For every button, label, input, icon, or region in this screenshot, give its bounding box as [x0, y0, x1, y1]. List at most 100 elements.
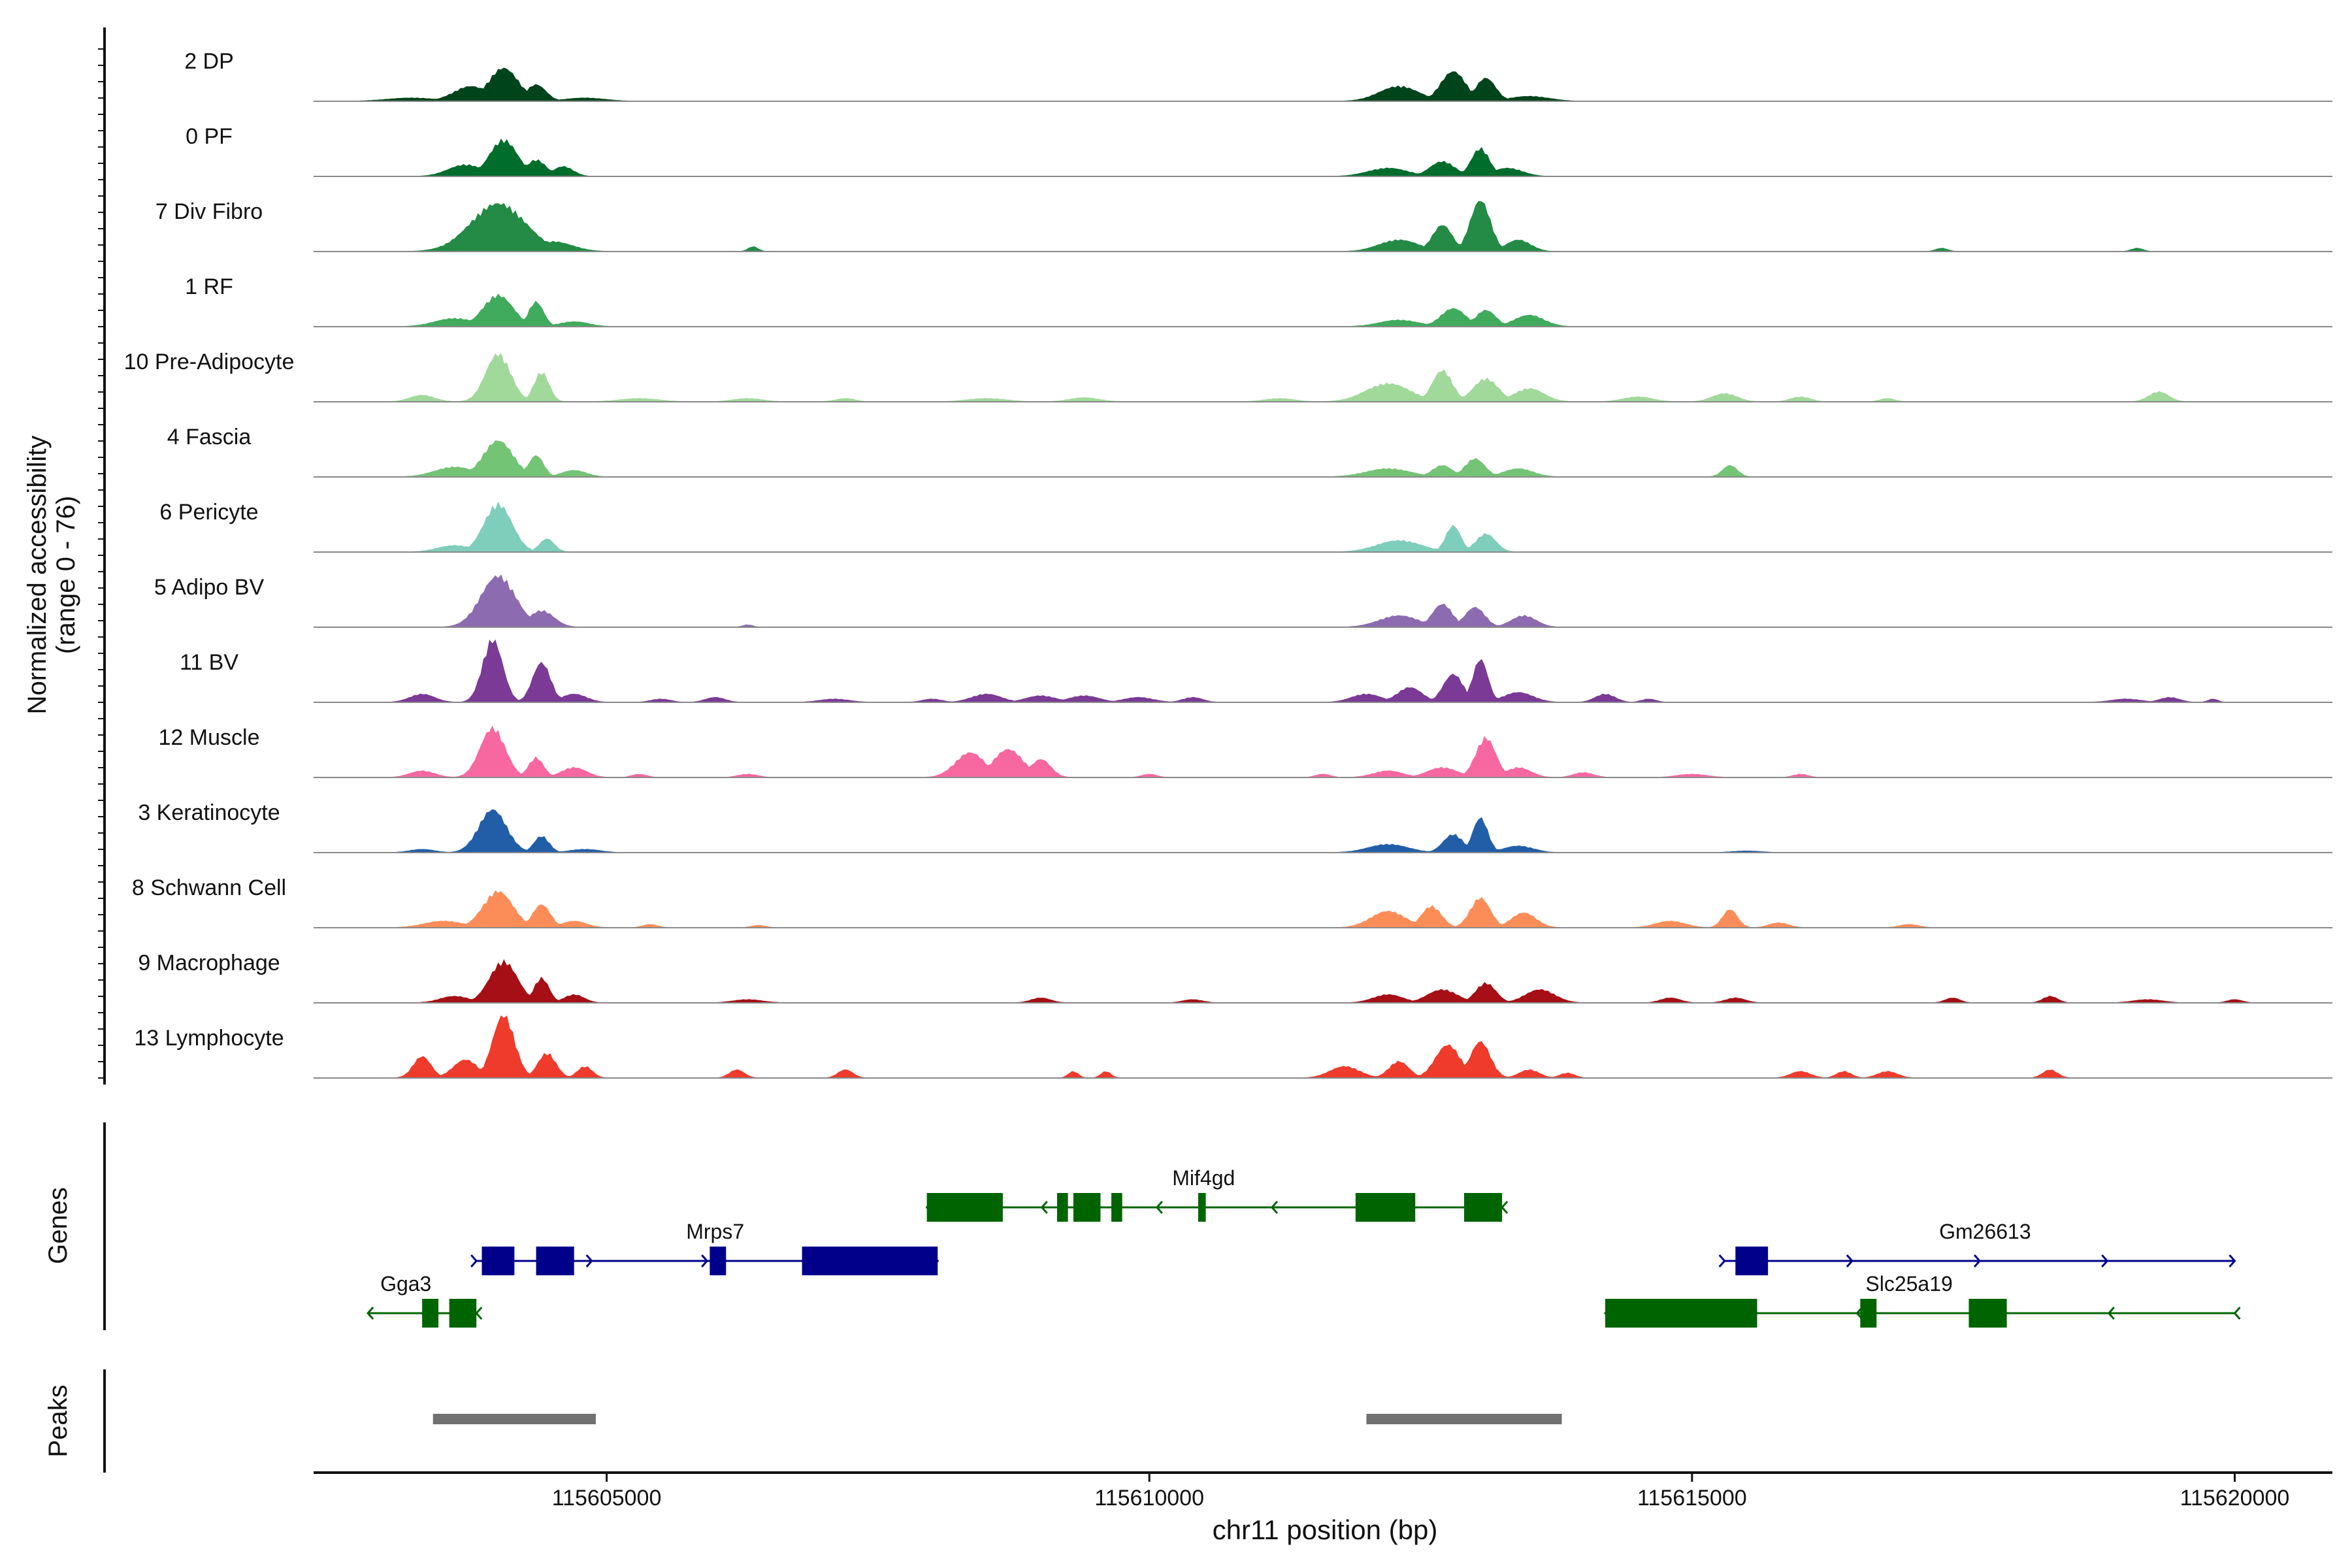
- track-1-rf: 1 RF: [185, 274, 2332, 327]
- y-axis: [98, 27, 106, 1085]
- track-label: 8 Schwann Cell: [132, 875, 286, 900]
- gene-exon: [1073, 1193, 1101, 1222]
- gene-exon: [422, 1299, 439, 1328]
- track-label: 6 Pericyte: [159, 500, 258, 525]
- track-7-div-fibro: 7 Div Fibro: [155, 199, 2332, 252]
- track-9-macrophage: 9 Macrophage: [138, 951, 2332, 1004]
- x-tick-label: 115610000: [1094, 1486, 1204, 1511]
- strand-arrow: [367, 1307, 374, 1320]
- x-tick-label: 115615000: [1637, 1486, 1747, 1511]
- gene-exon: [1968, 1299, 2007, 1328]
- track-label: 0 PF: [186, 124, 233, 149]
- track-3-keratinocyte: 3 Keratinocyte: [138, 800, 2332, 853]
- coverage-area: [314, 352, 2332, 402]
- strand-arrow: [475, 1307, 483, 1320]
- coverage-area: [314, 293, 2332, 327]
- track-13-lymphocyte: 13 Lymphocyte: [134, 1015, 2332, 1079]
- strand-arrow: [2233, 1307, 2241, 1320]
- track-8-schwann-cell: 8 Schwann Cell: [132, 875, 2332, 928]
- track-label: 1 RF: [185, 274, 233, 299]
- coverage-area: [314, 725, 2332, 778]
- gene-exon: [449, 1299, 477, 1328]
- track-label: 11 BV: [180, 650, 238, 675]
- gene-exon: [1463, 1193, 1503, 1222]
- track-label: 12 Muscle: [159, 725, 260, 750]
- gene-exon: [710, 1247, 727, 1275]
- strand-arrow: [701, 1254, 709, 1267]
- coverage-area: [314, 138, 2332, 177]
- gene-slc25a19: Slc25a19: [1603, 1272, 2241, 1328]
- x-axis-ticks: 115605000 115610000 115615000 115620000: [552, 1473, 2290, 1511]
- track-label: 9 Macrophage: [138, 951, 280, 975]
- coverage-area: [314, 959, 2332, 1004]
- gene-gm26613: Gm26613: [1718, 1220, 2236, 1275]
- gene-exon: [1056, 1193, 1068, 1222]
- coverage-area: [314, 574, 2332, 628]
- gene-exon: [802, 1247, 938, 1275]
- track-label: 13 Lymphocyte: [134, 1026, 284, 1051]
- gene-exon: [926, 1193, 1003, 1222]
- strand-arrow: [1718, 1254, 1726, 1267]
- y-axis-label: Normalized accessibility: [23, 436, 52, 715]
- track-2-dp: 2 DP: [184, 49, 2332, 102]
- strand-arrow: [1155, 1201, 1163, 1214]
- gene-label: Gga3: [380, 1272, 431, 1296]
- gene-exon: [1111, 1193, 1122, 1222]
- coverage-area: [314, 201, 2332, 252]
- gene-exon: [1355, 1193, 1416, 1222]
- track-label: 5 Adipo BV: [154, 575, 265, 600]
- x-tick-label: 115605000: [552, 1486, 662, 1511]
- coverage-area: [314, 440, 2332, 478]
- peaks-panel: [433, 1414, 1562, 1424]
- track-6-pericyte: 6 Pericyte: [159, 500, 2332, 553]
- gene-mif4gd: Mif4gd: [925, 1166, 1509, 1222]
- track-label: 10 Pre-Adipocyte: [124, 350, 295, 374]
- gene-label: Mrps7: [686, 1220, 744, 1243]
- strand-arrow: [1501, 1201, 1509, 1214]
- coverage-area: [314, 639, 2332, 703]
- track-12-muscle: 12 Muscle: [159, 725, 2332, 778]
- gene-exon: [482, 1247, 515, 1275]
- x-axis-label: chr11 position (bp): [1213, 1514, 1438, 1545]
- coverage-tracks: 2 DP 0 PF 7 Div Fibro 1 RF 10 Pre-Adipocyte 4…: [124, 49, 2332, 1079]
- gene-exon: [1605, 1299, 1757, 1328]
- coverage-area: [314, 67, 2332, 102]
- strand-arrow: [585, 1254, 593, 1267]
- track-label: 2 DP: [184, 49, 234, 74]
- gene-label: Gm26613: [1939, 1220, 2031, 1243]
- gene-label: Slc25a19: [1865, 1272, 1952, 1296]
- gene-mrps7: Mrps7: [470, 1220, 939, 1275]
- track-0-pf: 0 PF: [186, 124, 2332, 177]
- track-label: 4 Fascia: [167, 425, 252, 449]
- gene-label: Mif4gd: [1172, 1166, 1235, 1190]
- track-10-pre-adipocyte: 10 Pre-Adipocyte: [124, 350, 2332, 402]
- strand-arrow: [1040, 1201, 1048, 1214]
- gene-exon: [536, 1247, 574, 1275]
- gene-exon: [1735, 1247, 1769, 1275]
- gene-exon: [1198, 1193, 1206, 1222]
- strand-arrow: [2107, 1307, 2115, 1320]
- x-tick-label: 115620000: [2180, 1486, 2290, 1511]
- track-5-adipo-bv: 5 Adipo BV: [154, 574, 2332, 628]
- coverage-area: [314, 809, 2332, 853]
- track-11-bv: 11 BV: [180, 639, 2332, 703]
- track-4-fascia: 4 Fascia: [167, 425, 2332, 478]
- y-axis-range-label: (range 0 - 76): [52, 496, 80, 654]
- coverage-area: [314, 501, 2332, 553]
- track-label: 7 Div Fibro: [155, 199, 263, 224]
- genes-panel: Mif4gd Mrps7 Gm26613 Gga3 Slc25a19: [367, 1166, 2241, 1328]
- strand-arrow: [1270, 1201, 1279, 1214]
- strand-arrow: [470, 1254, 478, 1267]
- strand-arrow: [2229, 1254, 2236, 1267]
- peak-bar: [1366, 1414, 1562, 1424]
- gene-exon: [1860, 1299, 1877, 1328]
- coverage-area: [314, 1015, 2332, 1079]
- peak-bar: [433, 1414, 596, 1424]
- coverage-area: [314, 890, 2332, 928]
- genes-panel-label: Genes: [44, 1187, 73, 1264]
- peaks-panel-label: Peaks: [44, 1384, 73, 1457]
- track-label: 3 Keratinocyte: [138, 800, 280, 825]
- strand-arrow: [2101, 1254, 2109, 1267]
- gene-gga3: Gga3: [367, 1272, 483, 1328]
